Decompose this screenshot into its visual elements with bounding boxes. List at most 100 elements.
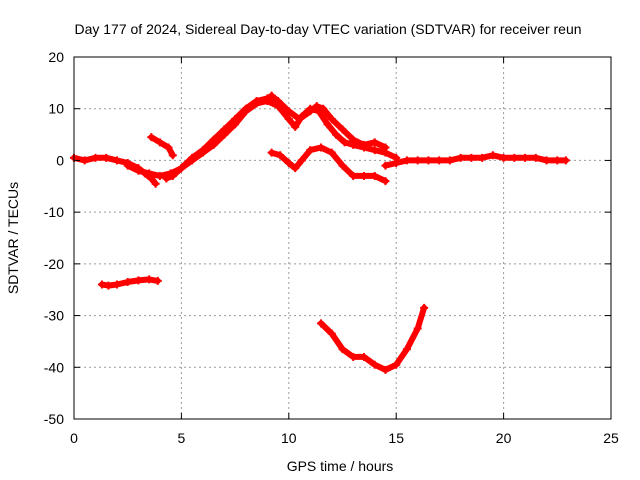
series-arc-g	[267, 143, 390, 186]
data-point	[338, 345, 347, 354]
y-tick-label: 10	[48, 101, 64, 117]
data-point	[413, 156, 422, 165]
data-point	[381, 161, 390, 170]
data-point	[291, 164, 300, 173]
data-point	[231, 115, 240, 124]
data-point	[531, 153, 540, 162]
data-point	[155, 171, 164, 180]
data-point	[381, 143, 390, 152]
data-point	[370, 138, 379, 147]
data-point	[319, 104, 328, 113]
data-point	[510, 153, 519, 162]
data-point	[198, 146, 207, 155]
data-point	[188, 153, 197, 162]
y-tick-label: -30	[44, 308, 64, 324]
data-point	[521, 153, 530, 162]
data-point	[349, 352, 358, 361]
y-tick-label: 0	[56, 152, 64, 168]
data-point	[104, 281, 113, 290]
series-arc-d	[123, 96, 401, 180]
data-point	[402, 156, 411, 165]
data-point	[267, 91, 276, 100]
x-axis-label: GPS time / hours	[287, 458, 394, 474]
data-point	[145, 169, 154, 178]
data-point	[177, 164, 186, 173]
data-point	[220, 125, 229, 134]
grid	[74, 57, 611, 419]
data-point	[338, 161, 347, 170]
data-point	[370, 146, 379, 155]
y-axis-label: SDTVAR / TECUs	[5, 182, 21, 294]
data-point	[340, 138, 349, 147]
data-point	[241, 104, 250, 113]
data-point	[312, 102, 321, 111]
data-point	[162, 174, 171, 183]
x-tick-label: 5	[178, 430, 186, 446]
series-line	[148, 134, 176, 159]
data-point	[155, 138, 164, 147]
data-point	[317, 319, 326, 328]
data-point	[297, 156, 306, 165]
data-point	[323, 120, 332, 129]
data-point	[134, 166, 143, 175]
series-arc-h	[317, 303, 429, 374]
data-point	[91, 153, 100, 162]
data-point	[147, 133, 156, 142]
series-arc-i	[381, 151, 570, 170]
data-point	[499, 153, 508, 162]
x-tick-label: 0	[70, 430, 78, 446]
axis-ticks: 0 5 10 15 20 25 -50 -40 -30 -20 -10 0 10 20	[44, 49, 619, 446]
data-point	[338, 125, 347, 134]
data-point	[359, 171, 368, 180]
data-point	[284, 107, 293, 116]
data-point	[168, 171, 177, 180]
data-point	[97, 280, 106, 289]
data-point	[424, 156, 433, 165]
data-point	[392, 159, 401, 168]
data-point	[327, 329, 336, 338]
data-point	[327, 148, 336, 157]
x-tick-label: 15	[388, 430, 404, 446]
series-arc-b	[97, 275, 162, 290]
data-point	[168, 151, 177, 160]
data-point	[420, 303, 429, 312]
data-point	[370, 171, 379, 180]
data-point	[263, 94, 272, 103]
x-tick-label: 10	[281, 430, 297, 446]
y-tick-label: -20	[44, 256, 64, 272]
data-point	[151, 179, 160, 188]
y-tick-label: 20	[48, 49, 64, 65]
y-tick-label: -10	[44, 204, 64, 220]
x-tick-label: 25	[603, 430, 619, 446]
series-layer	[70, 91, 570, 374]
plot-frame	[73, 56, 612, 420]
data-point	[276, 151, 285, 160]
data-point	[332, 130, 341, 139]
data-point	[80, 156, 89, 165]
data-point	[134, 276, 143, 285]
data-point	[306, 146, 315, 155]
data-point	[349, 171, 358, 180]
x-tick-label: 20	[496, 430, 512, 446]
data-point	[274, 96, 283, 105]
data-point	[392, 360, 401, 369]
chart-title: Day 177 of 2024, Sidereal Day-to-day VTE…	[74, 21, 581, 37]
data-point	[295, 115, 304, 124]
y-tick-label: -50	[44, 411, 64, 427]
data-point	[488, 151, 497, 160]
data-point	[112, 156, 121, 165]
data-point	[123, 277, 132, 286]
data-point	[467, 153, 476, 162]
data-point	[317, 143, 326, 152]
data-point	[402, 345, 411, 354]
data-point	[306, 107, 315, 116]
data-point	[123, 161, 132, 170]
data-point	[153, 276, 162, 285]
series-line	[318, 304, 428, 373]
data-point	[359, 352, 368, 361]
data-point	[435, 156, 444, 165]
data-point	[284, 115, 293, 124]
data-point	[164, 143, 173, 152]
data-point	[349, 135, 358, 144]
